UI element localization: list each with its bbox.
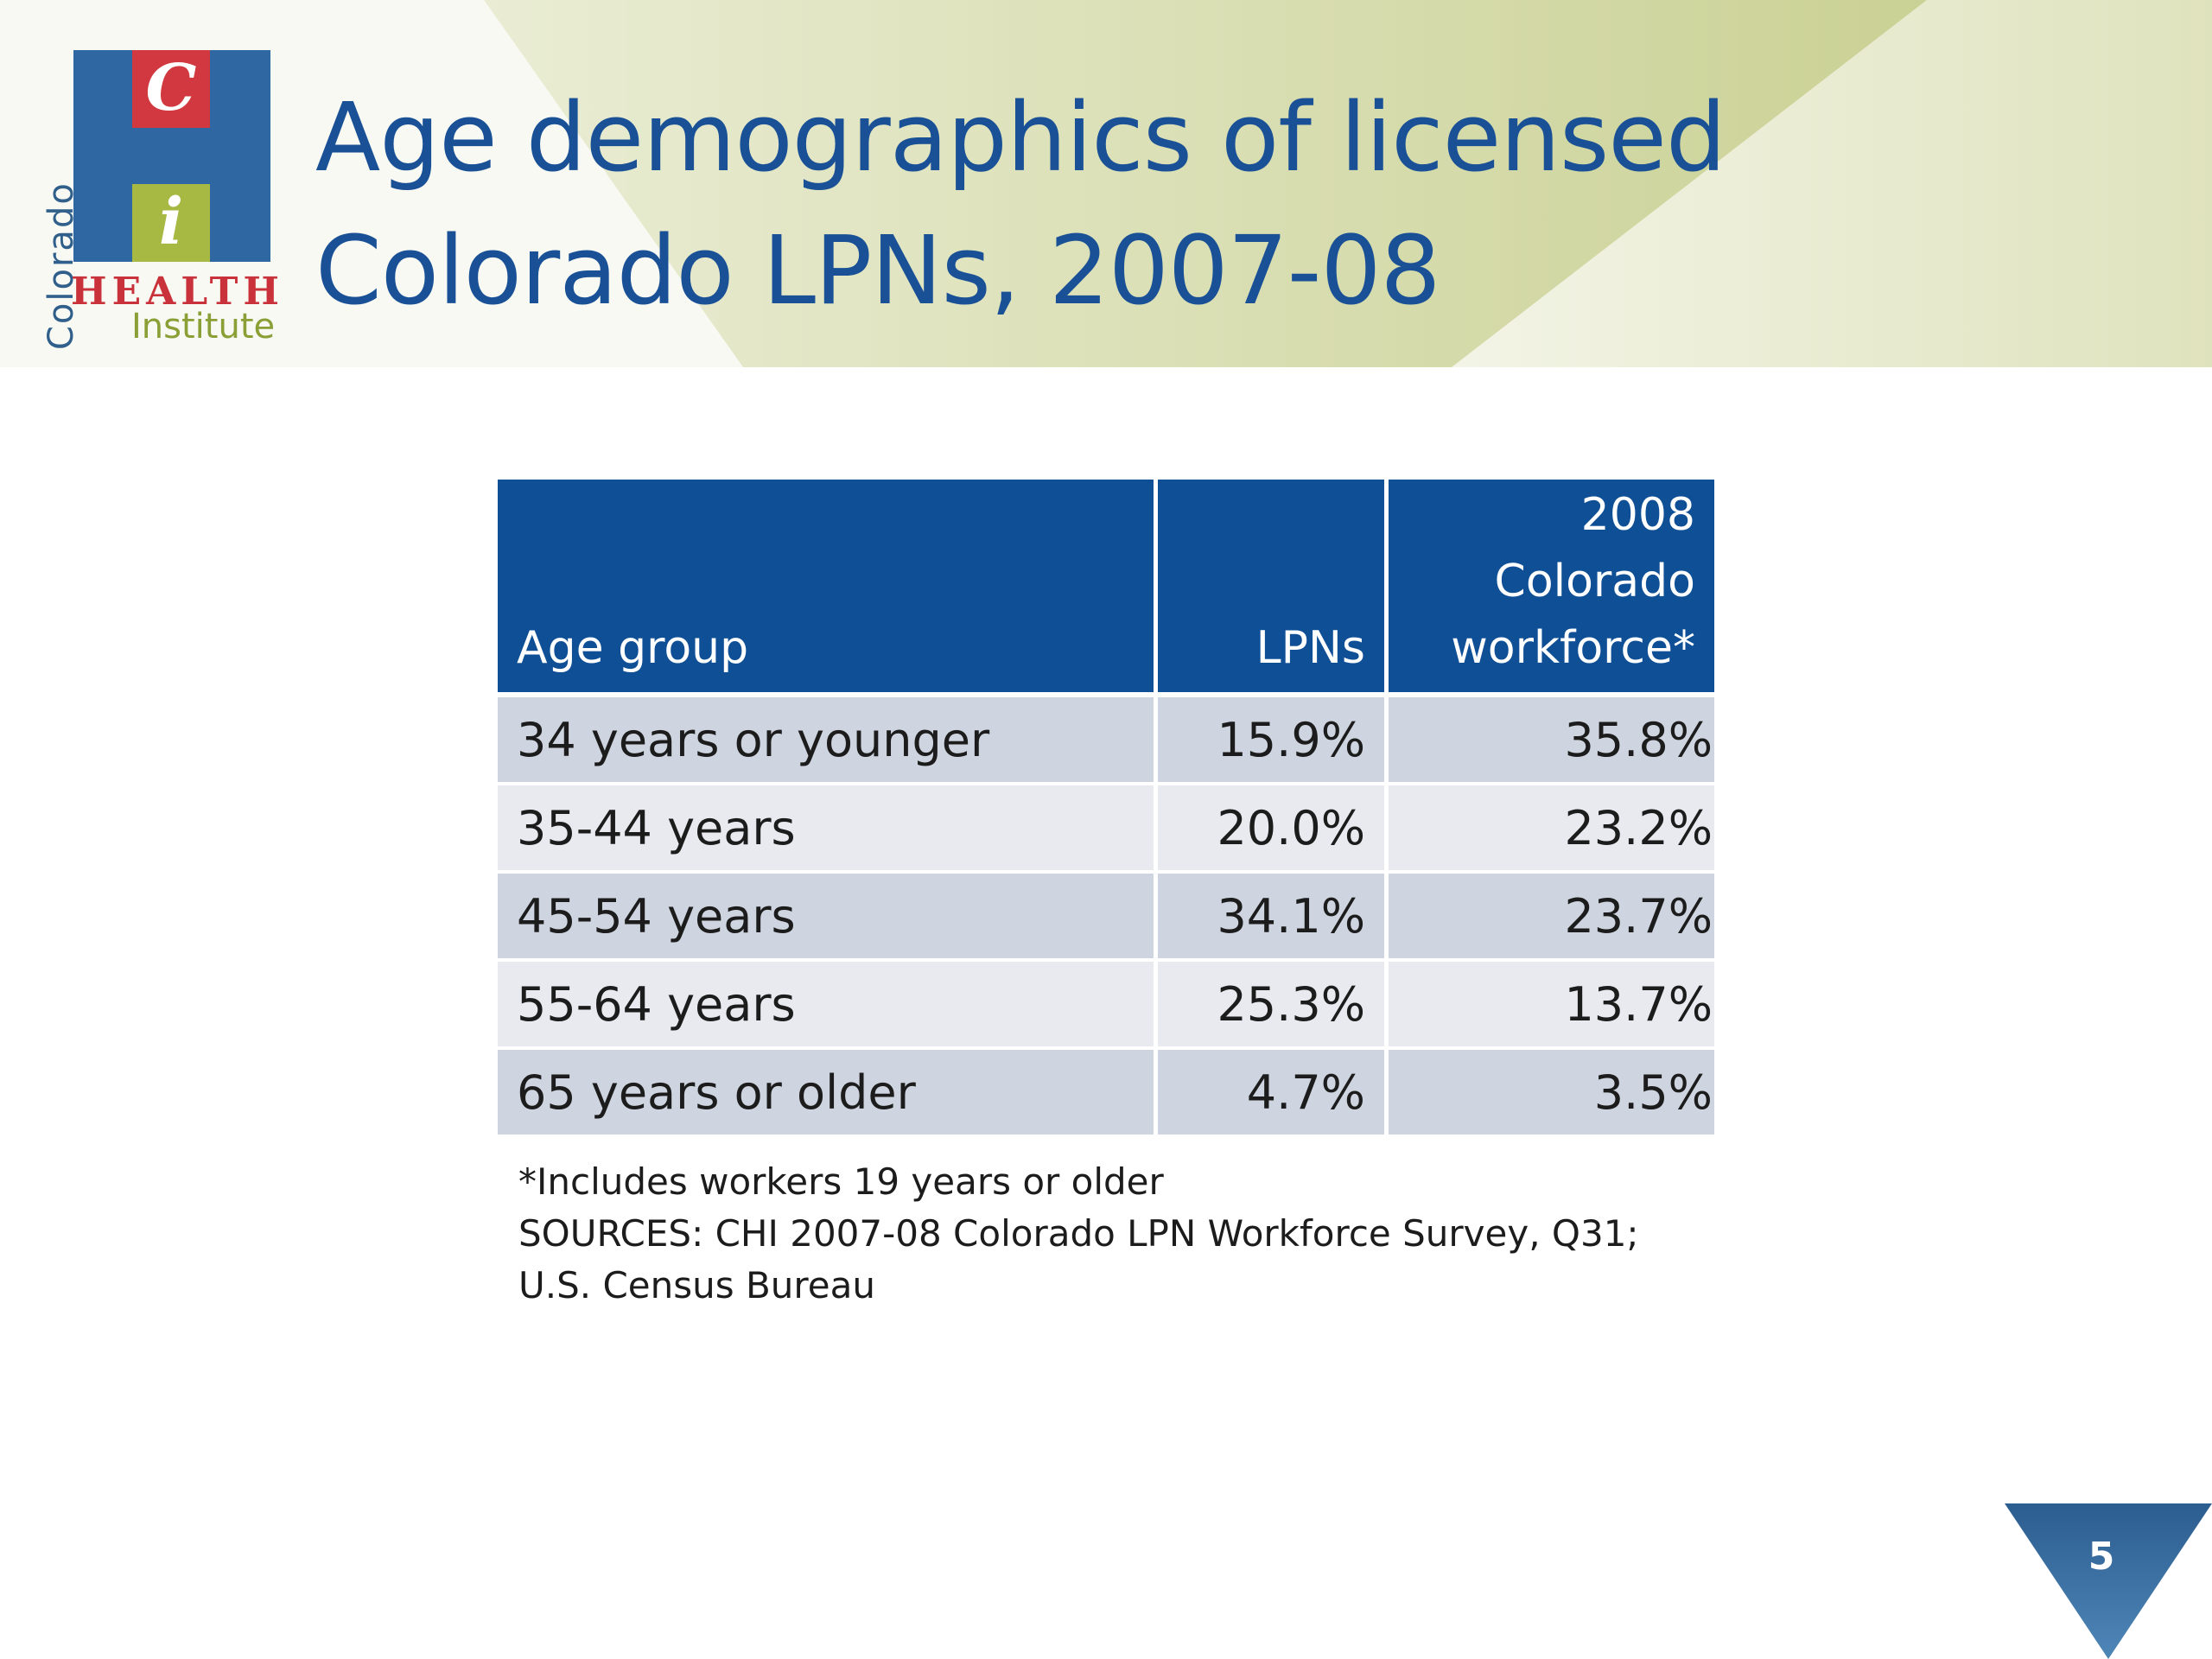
table-row: 55-64 years 25.3% 13.7%: [498, 962, 1714, 1050]
table-row: 45-54 years 34.1% 23.7%: [498, 874, 1714, 962]
table-row: 34 years or younger 15.9% 35.8%: [498, 697, 1714, 785]
logo-institute-text: Institute: [131, 307, 276, 346]
chi-logo: C i Colorado HEALTH Institute: [17, 43, 279, 354]
footnote-line-3: U.S. Census Bureau: [518, 1264, 875, 1306]
cell-workforce: 23.7%: [1389, 874, 1714, 962]
cell-age: 34 years or younger: [498, 697, 1158, 785]
table-header-row: Age group LPNs 2008 Colorado workforce*: [498, 480, 1714, 697]
header-workforce-line-2: Colorado: [1494, 556, 1695, 607]
header-age-group: Age group: [498, 480, 1158, 697]
cell-workforce: 35.8%: [1389, 697, 1714, 785]
cell-age: 55-64 years: [498, 962, 1158, 1050]
cell-lpns: 20.0%: [1158, 785, 1389, 874]
footnote: *Includes workers 19 years or older SOUR…: [518, 1156, 1815, 1312]
page-number: 5: [2088, 1535, 2115, 1579]
header-band: [0, 0, 2212, 367]
title-line-1: Age demographics of licensed: [315, 82, 1726, 193]
logo-c-tile: C: [132, 50, 210, 128]
cell-workforce: 23.2%: [1389, 785, 1714, 874]
logo-colorado-text: Colorado: [41, 181, 81, 350]
age-demographics-table: Age group LPNs 2008 Colorado workforce* …: [498, 480, 1714, 1138]
cell-age: 45-54 years: [498, 874, 1158, 962]
footnote-line-1: *Includes workers 19 years or older: [518, 1160, 1164, 1203]
logo-health-text: HEALTH: [71, 270, 284, 314]
cell-lpns: 25.3%: [1158, 962, 1389, 1050]
header-lpns: LPNs: [1158, 480, 1389, 697]
table-row: 35-44 years 20.0% 23.2%: [498, 785, 1714, 874]
header-workforce-line-1: 2008: [1580, 489, 1695, 541]
logo-i-tile: i: [132, 184, 210, 262]
slide-title: Age demographics of licensed Colorado LP…: [315, 71, 1784, 337]
cell-lpns: 4.7%: [1158, 1050, 1389, 1138]
title-line-2: Colorado LPNs, 2007-08: [315, 215, 1440, 326]
footnote-line-2: SOURCES: CHI 2007-08 Colorado LPN Workfo…: [518, 1212, 1639, 1255]
cell-lpns: 15.9%: [1158, 697, 1389, 785]
cell-lpns: 34.1%: [1158, 874, 1389, 962]
cell-age: 35-44 years: [498, 785, 1158, 874]
table-row: 65 years or older 4.7% 3.5%: [498, 1050, 1714, 1138]
header-workforce-line-3: workforce*: [1451, 622, 1695, 674]
cell-age: 65 years or older: [498, 1050, 1158, 1138]
header-workforce: 2008 Colorado workforce*: [1389, 480, 1714, 697]
cell-workforce: 13.7%: [1389, 962, 1714, 1050]
page-number-triangle: [2005, 1503, 2212, 1659]
cell-workforce: 3.5%: [1389, 1050, 1714, 1138]
